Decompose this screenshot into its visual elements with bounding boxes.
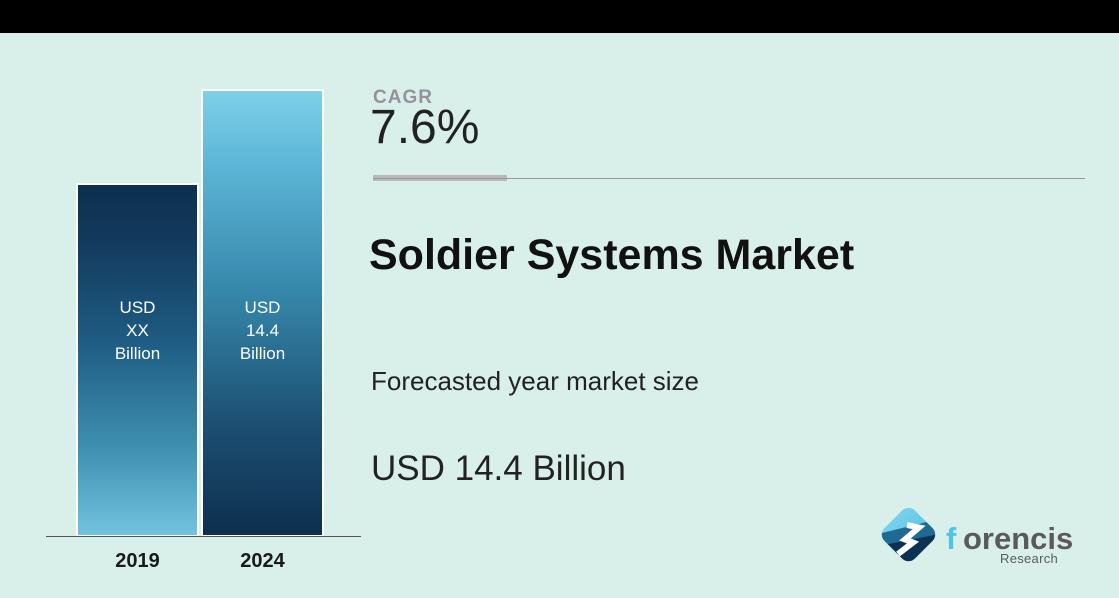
svg-text:f: f: [946, 521, 957, 556]
svg-text:Research: Research: [1000, 551, 1058, 566]
